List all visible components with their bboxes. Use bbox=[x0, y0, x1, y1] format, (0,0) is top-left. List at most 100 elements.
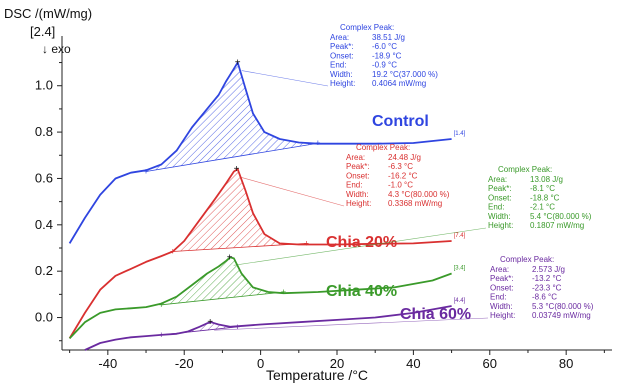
annotation-leader bbox=[240, 176, 345, 207]
exo-arrow-icon: ↓ bbox=[42, 42, 48, 56]
y-tick-label: 1.0 bbox=[35, 78, 53, 93]
y-axis-scale-label: [2.4] bbox=[30, 24, 56, 39]
annotation-value: -18.9 °C bbox=[372, 51, 402, 60]
annotation-key: Area: bbox=[330, 33, 349, 42]
annotation-key: Width: bbox=[488, 212, 511, 221]
x-tick-label: -20 bbox=[175, 356, 194, 371]
y-tick-label: 0.2 bbox=[35, 263, 53, 278]
y-tick-label: 0.4 bbox=[35, 217, 53, 232]
annotation-key: End: bbox=[488, 203, 504, 212]
annotation-key: Width: bbox=[346, 190, 369, 199]
annotation-title: Complex Peak: bbox=[340, 23, 394, 32]
peak-marker: + bbox=[235, 58, 241, 69]
annotation-key: Height: bbox=[330, 79, 355, 88]
annotation-value: -23.3 °C bbox=[532, 283, 562, 292]
annotation-key: Height: bbox=[488, 221, 513, 230]
peak-marker: + bbox=[227, 252, 233, 263]
annotation-key: Onset: bbox=[490, 283, 514, 292]
annotation-value: 38.51 J/g bbox=[372, 33, 405, 42]
annotation-key: Peak*: bbox=[490, 274, 514, 283]
annotation-leader bbox=[233, 227, 487, 266]
peak-area-hatch bbox=[161, 322, 238, 335]
y-tick-label: 0.0 bbox=[35, 310, 53, 325]
annotation-key: Peak*: bbox=[346, 162, 370, 171]
annotation-title: Complex Peak: bbox=[356, 143, 410, 152]
annotation-value: -13.2 °C bbox=[532, 274, 562, 283]
annotation-title: Complex Peak: bbox=[500, 255, 554, 264]
y-tick-label: 0.8 bbox=[35, 124, 53, 139]
baseline-marker: + bbox=[159, 330, 164, 340]
series-label: Control bbox=[372, 113, 429, 130]
annotation-value: -16.2 °C bbox=[388, 171, 418, 180]
baseline-marker: + bbox=[159, 300, 164, 310]
annotation-value: -18.8 °C bbox=[530, 193, 560, 202]
annotation-value: 2.573 J/g bbox=[532, 265, 565, 274]
peak-area-hatch bbox=[146, 62, 318, 172]
annotation-value: 13.08 J/g bbox=[530, 175, 563, 184]
annotation-value: 4.3 °C(80.000 %) bbox=[388, 190, 450, 199]
annotation-value: 24.48 J/g bbox=[388, 153, 421, 162]
x-axis-label: Temperature /°C bbox=[266, 367, 368, 383]
annotation-value: 0.4064 mW/mg bbox=[372, 79, 426, 88]
baseline-marker: + bbox=[304, 238, 309, 248]
annotation-key: Onset: bbox=[346, 171, 370, 180]
peak-baseline bbox=[161, 291, 284, 306]
annotation-value: 0.03749 mW/mg bbox=[532, 311, 591, 320]
annotation-value: -6.0 °C bbox=[372, 42, 397, 51]
annotation-key: Onset: bbox=[488, 193, 512, 202]
annotation-value: -8.1 °C bbox=[530, 184, 555, 193]
series-line bbox=[68, 168, 452, 339]
annotation-leader bbox=[214, 317, 489, 331]
annotation-key: End: bbox=[490, 293, 506, 302]
peak-area-hatch bbox=[172, 169, 307, 252]
baseline-marker: + bbox=[170, 246, 175, 256]
annotation-key: Onset: bbox=[330, 51, 354, 60]
y-axis-label: DSC /(mW/mg) bbox=[4, 6, 93, 21]
series-tag: [7.4] bbox=[454, 233, 466, 239]
annotation-key: Area: bbox=[490, 265, 509, 274]
annotation-key: End: bbox=[330, 61, 346, 70]
peak-marker: + bbox=[234, 164, 240, 175]
x-tick-label: 60 bbox=[483, 356, 497, 371]
series-label: Chia 40% bbox=[326, 283, 397, 300]
annotation-value: -0.9 °C bbox=[372, 61, 397, 70]
x-tick-label: 0 bbox=[257, 356, 264, 371]
x-tick-label: 80 bbox=[559, 356, 573, 371]
x-tick-label: 20 bbox=[330, 356, 344, 371]
exo-label: exo bbox=[51, 42, 71, 56]
series-tag: [3.4] bbox=[454, 266, 466, 272]
series-label: Chia 20% bbox=[326, 234, 397, 251]
annotation-key: Area: bbox=[488, 175, 507, 184]
series-line bbox=[68, 61, 452, 244]
x-tick-label: 40 bbox=[406, 356, 420, 371]
series-tag: [1.4] bbox=[454, 131, 466, 137]
annotation-key: End: bbox=[346, 181, 362, 190]
baseline-marker: + bbox=[315, 138, 320, 148]
annotation-key: Peak*: bbox=[330, 42, 354, 51]
peak-marker: + bbox=[207, 317, 213, 328]
exo-indicator: ↓ exo bbox=[42, 42, 71, 56]
annotation-key: Height: bbox=[346, 199, 371, 208]
annotation-value: -2.1 °C bbox=[530, 203, 555, 212]
annotation-leader bbox=[241, 70, 329, 87]
annotation-value: 19.2 °C(37.000 %) bbox=[372, 70, 438, 79]
annotation-key: Width: bbox=[490, 302, 513, 311]
annotation-title: Complex Peak: bbox=[498, 165, 552, 174]
annotation-value: 5.4 °C(80.000 %) bbox=[530, 212, 592, 221]
y-tick-label: 0.6 bbox=[35, 170, 53, 185]
series-tag: [4.4] bbox=[454, 298, 466, 304]
annotation-key: Area: bbox=[346, 153, 365, 162]
series-line bbox=[68, 256, 452, 340]
annotation-value: -1.0 °C bbox=[388, 181, 413, 190]
annotation-value: 5.3 °C(80.000 %) bbox=[532, 302, 594, 311]
peak-baseline bbox=[145, 142, 318, 172]
annotation-value: -8.6 °C bbox=[532, 293, 557, 302]
series-label: Chia 60% bbox=[400, 306, 471, 323]
annotation-value: -6.3 °C bbox=[388, 162, 413, 171]
annotation-key: Peak*: bbox=[488, 184, 512, 193]
peak-baseline bbox=[172, 242, 307, 252]
annotation-key: Width: bbox=[330, 70, 353, 79]
annotation-value: 0.1807 mW/mg bbox=[530, 221, 584, 230]
baseline-marker: + bbox=[143, 167, 148, 177]
